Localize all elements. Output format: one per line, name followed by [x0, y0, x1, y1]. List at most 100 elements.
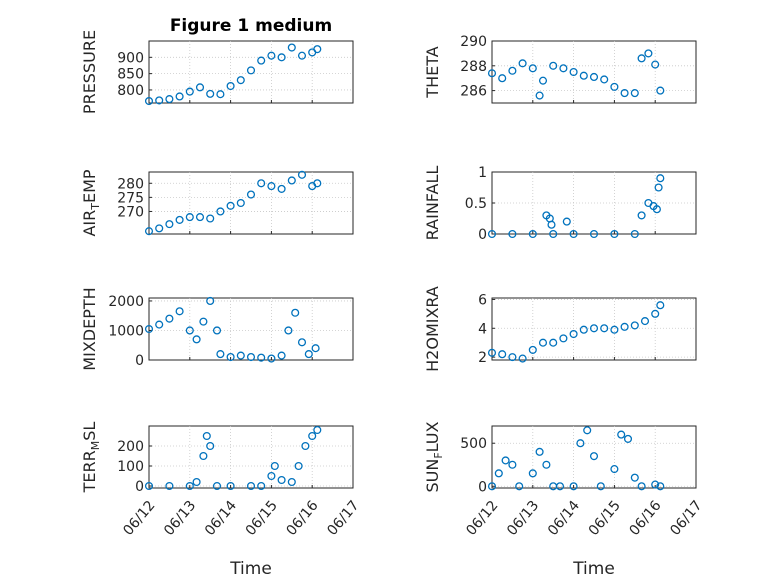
data-point — [620, 89, 629, 98]
data-point — [559, 334, 568, 343]
data-point — [547, 220, 556, 229]
series-markers — [487, 426, 665, 491]
data-point — [589, 229, 599, 239]
data-point — [277, 351, 286, 360]
data-point — [610, 465, 619, 474]
data-point — [246, 481, 256, 491]
data-point — [559, 64, 568, 73]
data-point — [206, 441, 215, 451]
data-point — [185, 87, 194, 96]
y-tick-label: 4 — [478, 321, 487, 337]
series-markers — [487, 174, 665, 239]
data-point — [287, 43, 296, 52]
data-point — [630, 473, 639, 482]
data-point — [569, 329, 578, 339]
data-point — [212, 481, 222, 491]
data-point — [579, 325, 588, 334]
series-markers — [487, 49, 665, 100]
data-point — [487, 348, 497, 357]
data-point — [313, 425, 322, 435]
subplot-4: 0 0.5 1 RAINFALL — [423, 165, 697, 243]
data-point — [195, 83, 205, 92]
data-point — [518, 59, 527, 68]
x-tick-label: 06/16 — [626, 498, 664, 539]
series-markers — [487, 301, 665, 363]
data-point — [579, 71, 588, 80]
data-point — [212, 326, 222, 335]
data-point — [226, 81, 235, 91]
data-point — [308, 431, 317, 441]
data-point — [206, 296, 215, 306]
data-point — [656, 86, 665, 95]
data-point — [297, 338, 307, 347]
data-point — [651, 309, 660, 318]
y-tick-label: 0.5 — [465, 196, 487, 212]
data-point — [291, 308, 300, 317]
data-point — [569, 67, 578, 77]
y-tick-label: 280 — [117, 176, 144, 192]
y-tick-label: 1000 — [108, 323, 144, 339]
data-point — [313, 179, 322, 188]
data-point — [313, 45, 322, 54]
y-axis-label: SUNFLUX — [423, 421, 445, 492]
data-point — [277, 53, 286, 62]
data-point — [656, 174, 665, 183]
data-point — [175, 215, 184, 224]
data-point — [267, 471, 276, 481]
series-markers — [144, 170, 322, 236]
data-point — [192, 477, 201, 487]
subplot-5: 0 1000 2000 MIXDEPTH — [80, 287, 354, 371]
data-point — [270, 461, 279, 471]
data-point — [277, 184, 286, 193]
y-tick-label: 6 — [478, 292, 487, 308]
y-axis-label: RAINFALL — [423, 166, 442, 241]
data-point — [257, 179, 266, 188]
data-point — [501, 456, 510, 465]
data-point — [144, 227, 154, 236]
data-point — [644, 49, 653, 58]
data-point — [294, 461, 303, 471]
x-tick-label: 06/17 — [667, 498, 705, 539]
data-point — [297, 51, 307, 60]
data-point — [589, 324, 599, 333]
series-markers — [144, 43, 322, 106]
data-point — [226, 481, 235, 491]
y-axis-label: TERRMSL — [80, 422, 102, 494]
data-point — [236, 198, 245, 208]
y-tick-label: 800 — [117, 83, 144, 99]
data-point — [175, 307, 184, 316]
data-point — [637, 482, 646, 491]
data-point — [651, 60, 660, 69]
series-markers — [144, 425, 322, 491]
y-tick-label: 0 — [135, 479, 144, 495]
data-point — [165, 95, 174, 104]
data-point — [144, 96, 154, 106]
data-point — [202, 431, 211, 441]
data-point — [656, 482, 665, 491]
data-point — [195, 213, 205, 222]
data-point — [610, 325, 619, 334]
data-point — [623, 434, 633, 443]
data-point — [569, 229, 578, 239]
data-point — [630, 321, 639, 330]
data-point — [528, 469, 537, 478]
y-tick-label: 2000 — [108, 294, 144, 310]
data-point — [569, 482, 578, 491]
data-point — [600, 324, 609, 333]
figure-title: Figure 1 medium — [170, 16, 332, 36]
data-point — [508, 353, 517, 362]
data-point — [226, 352, 235, 362]
x-tick-label: 06/16 — [283, 498, 321, 539]
y-tick-label: 850 — [117, 67, 144, 83]
data-point — [637, 54, 646, 63]
x-tick-label: 06/12 — [120, 498, 158, 539]
data-point — [589, 452, 599, 461]
data-point — [304, 350, 313, 359]
data-point — [652, 205, 661, 214]
axes-frame — [148, 425, 354, 489]
subplot-7: 0 100 200 06/12 06/13 06/14 06/15 06/16 06/17 TER… — [80, 422, 362, 539]
data-point — [494, 469, 503, 478]
